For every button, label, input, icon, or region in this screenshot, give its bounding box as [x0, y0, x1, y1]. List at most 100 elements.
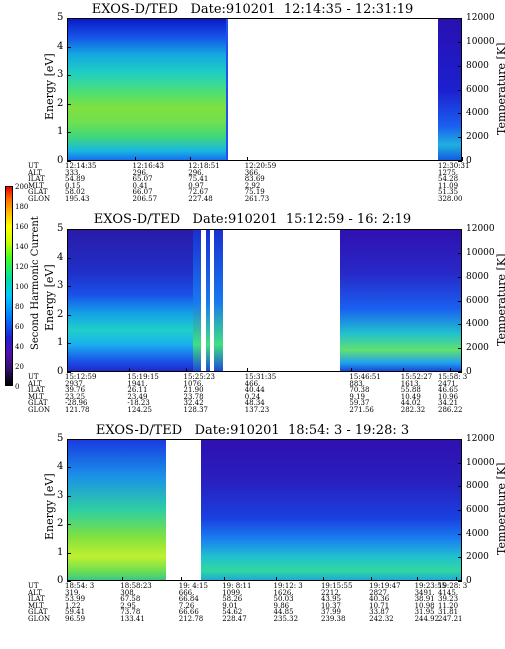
y2-tick [458, 486, 462, 488]
y2-tick-label: 12000 [466, 434, 495, 444]
x-tick [371, 577, 373, 581]
y-tick-label: 4 [57, 461, 64, 473]
eph-value: 38.91 [414, 595, 435, 604]
eph-value: 2827. [369, 588, 390, 597]
eph-value: 328.00 [438, 195, 463, 203]
eph-value: 319. [65, 588, 81, 597]
colorbar-tick-label: 20 [15, 363, 24, 371]
eph-value: 244.92 [414, 615, 440, 623]
y2-tick [458, 300, 462, 302]
eph-value: 1613. [400, 379, 421, 388]
y2-tick [458, 439, 462, 440]
y2-tick-label: 8000 [466, 60, 489, 71]
eph-value: 19: 8:11 [222, 582, 252, 590]
eph-value: 26.11 [127, 386, 148, 395]
y2-tick [458, 533, 462, 535]
eph-value: 72.67 [188, 188, 209, 197]
y-tick-label: 3 [57, 489, 64, 501]
eph-value: 15:52:27 [400, 373, 433, 381]
y2-tick-label: 0 [466, 576, 472, 586]
eph-value: 10.37 [320, 601, 341, 610]
eph-value: 1099. [222, 588, 243, 597]
eph-value: 12:16:43 [132, 162, 164, 170]
y-tick-label: 2 [57, 518, 64, 530]
y2-tick [458, 252, 462, 254]
y-tick [67, 132, 71, 134]
y2-tick [458, 348, 462, 350]
eph-value: 54.89 [65, 175, 86, 184]
colorbar-tick-label: 80 [15, 303, 24, 311]
y-tick [67, 372, 71, 373]
eph-value: 333. [65, 168, 81, 177]
eph-value: 19:15:55 [320, 582, 353, 590]
panel-3-title: EXOS-D/TED Date:910201 18:54: 3 - 19:28:… [95, 423, 410, 438]
eph-value: 73.78 [120, 608, 141, 617]
y-tick [67, 314, 71, 316]
eph-value: 466. [244, 379, 261, 388]
eph-value: 2471. [438, 379, 459, 388]
y2-axis-label: Temperature [K] [495, 253, 505, 346]
y-tick [67, 257, 71, 259]
y2-tick [458, 557, 462, 559]
eph-value: 39.76 [65, 386, 86, 395]
y2-tick [458, 462, 462, 464]
eph-value: 51.35 [438, 188, 459, 197]
y-tick-label: 2 [57, 97, 64, 109]
y2-axis-label: Temperature [K] [495, 462, 505, 555]
y-tick [67, 467, 71, 469]
eph-value: 0.24 [244, 392, 261, 401]
eph-value: 40.44 [244, 386, 265, 395]
eph-value: 9.19 [349, 392, 365, 401]
y-tick [67, 286, 71, 288]
eph-value: 23.25 [65, 392, 86, 401]
y2-tick-label: 10000 [466, 247, 495, 258]
panel-2-spectrogram [67, 229, 462, 372]
eph-value: 1941. [127, 379, 148, 388]
eph-value: 37.99 [320, 608, 341, 617]
x-tick [322, 577, 324, 581]
panel-3-spectrogram [67, 439, 462, 581]
y-tick [67, 439, 71, 440]
eph-row-label: UT [28, 373, 39, 381]
eph-row-label: ALT [28, 588, 42, 597]
eph-value: 23.78 [183, 392, 204, 401]
eph-row-label: MLT [28, 601, 44, 610]
y2-tick-label: 10000 [466, 36, 495, 47]
eph-row-label: ILAT [28, 175, 45, 184]
y2-tick [458, 276, 462, 278]
y-axis-label: Energy [eV] [43, 473, 56, 540]
y-tick-label: 3 [57, 69, 64, 81]
eph-value: 33.87 [369, 608, 390, 617]
eph-row-label: MLT [28, 181, 44, 190]
y2-tick-label: 0 [466, 367, 472, 377]
y-tick-label: 1 [57, 126, 64, 138]
eph-value: 235.32 [273, 615, 299, 623]
y-tick-label: 2 [57, 308, 64, 320]
y-tick-label: 5 [57, 12, 64, 23]
panel-1-spectrogram [67, 18, 462, 161]
y-tick [67, 161, 71, 162]
eph-value: 15:19:15 [127, 373, 159, 381]
y2-tick-label: 2000 [466, 343, 489, 354]
eph-value: 137.23 [244, 406, 270, 414]
y2-tick-label: 2000 [466, 132, 489, 143]
y2-tick-label: 6000 [466, 505, 489, 515]
x-tick [190, 157, 192, 161]
eph-value: 83.69 [244, 175, 265, 184]
eph-value: 366. [244, 168, 261, 177]
eph-value: 1076. [183, 379, 204, 388]
eph-value: 282.32 [400, 406, 426, 414]
x-tick [67, 368, 68, 372]
colorbar-tick-label: 180 [15, 203, 29, 211]
eph-value: 59.41 [65, 608, 86, 617]
eph-row-label: GLON [28, 406, 51, 414]
eph-value: 195.43 [65, 195, 90, 203]
eph-value: 23.49 [127, 392, 148, 401]
colorbar-label: Second Harmonic Current [30, 216, 41, 350]
eph-value: 65.07 [132, 175, 153, 184]
x-tick [224, 577, 226, 581]
eph-row-label: ALT [28, 379, 42, 388]
eph-value: 11.09 [438, 181, 459, 190]
y2-tick [458, 137, 462, 139]
eph-value: 0.41 [132, 181, 149, 190]
